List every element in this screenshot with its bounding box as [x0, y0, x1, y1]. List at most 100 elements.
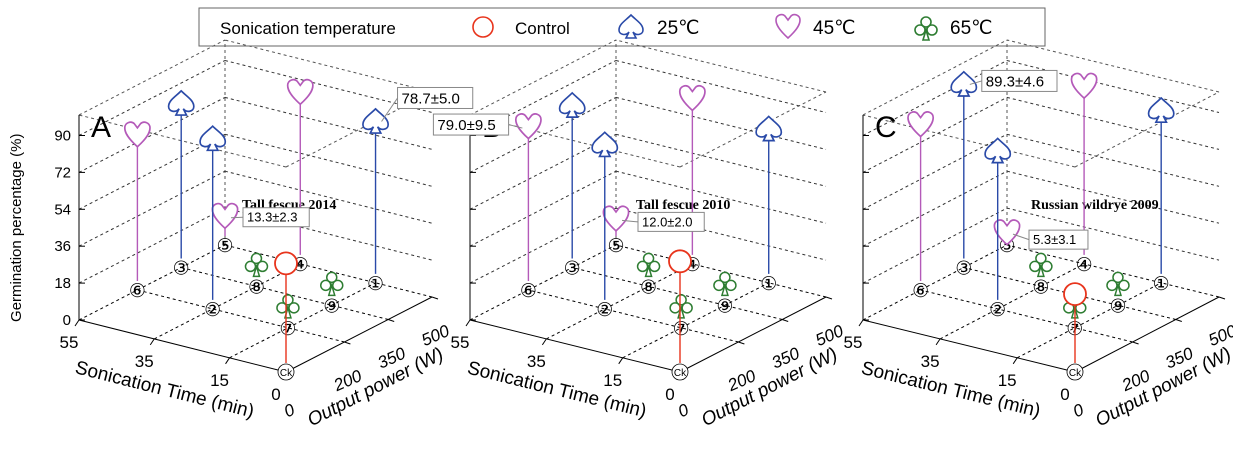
club-lobe [1112, 271, 1124, 284]
time-axis [862, 319, 1076, 373]
time-tick-label: 15 [603, 371, 622, 390]
point-id-label: ⑥ [129, 281, 146, 302]
legend-item-25c: 25℃ [618, 13, 699, 39]
z-gridline [1006, 96, 1220, 150]
club-stem [1113, 282, 1122, 297]
point-id-label: ④ [1076, 255, 1093, 276]
power-tick-label: 0 [675, 400, 692, 421]
z-gridline [78, 170, 226, 247]
club-stem [720, 282, 729, 297]
data-point [123, 121, 151, 148]
legend-label-control: Control [515, 19, 570, 38]
box-edge [224, 39, 433, 93]
point-id-circle [277, 363, 295, 381]
power-axis [679, 296, 827, 373]
data-point [636, 252, 661, 278]
data-point [199, 124, 227, 152]
z-gridline [862, 207, 1008, 284]
legend-item-65c: 65℃ [914, 16, 992, 41]
point-id-label: ① [760, 274, 777, 295]
z-gridline [615, 60, 827, 113]
point-id-label: ③ [955, 259, 972, 280]
annotation-box [1028, 229, 1089, 250]
z-tick-label: 54 [54, 201, 71, 218]
z-tick-label: 36 [54, 238, 71, 255]
club-lobe [276, 302, 288, 314]
point-id-label: Ck [280, 368, 293, 379]
point-id-circle [671, 363, 689, 381]
time-tick-label: 35 [527, 352, 546, 371]
time-tick-label: 55 [844, 333, 863, 352]
data-point [602, 205, 630, 233]
annotation-label: 12.0±2.0 [642, 214, 693, 229]
power-axis [285, 296, 433, 373]
time-tick [74, 319, 80, 327]
annotation-leader [969, 80, 982, 85]
z-tick-label: 72 [54, 164, 71, 181]
control-point [668, 249, 692, 274]
point-id-label: ③ [173, 259, 190, 280]
club-lobe [1029, 260, 1041, 273]
point-id-label: ⑦ [279, 319, 296, 340]
annotation-box [432, 113, 510, 136]
data-point [950, 70, 978, 97]
power-tick [738, 341, 745, 345]
point-id-label: ⑥ [520, 281, 537, 302]
club-lobe [288, 302, 300, 314]
data-point [713, 271, 737, 297]
box-edge [862, 114, 1076, 168]
annotation-box [242, 207, 310, 228]
time-tick [541, 338, 547, 346]
data-point [678, 85, 706, 112]
point-id-label: ⑧ [1032, 277, 1049, 298]
legend: Sonication temperature Control 25℃ 45℃ 6… [198, 7, 1046, 47]
club-lobe [1035, 252, 1047, 265]
club-lobe [636, 260, 649, 273]
z-gridline [615, 170, 827, 224]
power-tick [344, 341, 351, 345]
spade-icon [618, 13, 644, 39]
z-axis-title: Germination percentage (%) [8, 134, 25, 322]
panel-letter: C [875, 111, 897, 144]
point-id-label: ⑦ [673, 319, 690, 340]
point-id-label: Ck [674, 368, 687, 379]
annotation-box [397, 86, 474, 109]
club-lobe [244, 260, 257, 273]
floor-gridline [528, 289, 739, 343]
floor-edge [78, 244, 226, 321]
club-lobe [719, 271, 731, 284]
club-stem [644, 263, 653, 278]
club-stem [252, 263, 261, 278]
data-point [591, 131, 619, 158]
time-tick-label: 0 [1060, 385, 1069, 404]
power-tick-label: 0 [281, 400, 298, 421]
legend-item-45c: 45℃ [775, 13, 855, 40]
power-axis [1074, 296, 1220, 373]
legend-label-25c: 25℃ [657, 18, 699, 39]
time-tick-label: 0 [665, 385, 674, 404]
z-gridline [1006, 60, 1220, 113]
club-stem [327, 282, 336, 297]
data-point [244, 252, 269, 278]
time-tick [1012, 357, 1018, 365]
power-tick [1132, 341, 1139, 345]
time-tick [465, 319, 471, 327]
annotation-label: 78.7±5.0 [402, 90, 460, 107]
data-point [514, 113, 542, 140]
time-axis-title: Sonication Time (min) [73, 357, 256, 422]
z-gridline [862, 170, 1008, 247]
legend-label-65c: 65℃ [950, 18, 992, 39]
point-id-label: ③ [564, 259, 581, 280]
panel-title: Russian wildrye 2009 [1031, 198, 1159, 213]
point-id-label: ② [596, 300, 613, 321]
annotation-leader [508, 124, 523, 129]
annotation-box [981, 69, 1058, 92]
floor-gridline [920, 289, 1133, 343]
time-tick [149, 338, 155, 346]
data-point [276, 294, 300, 319]
data-point [558, 91, 586, 118]
annotation-label: 13.3±2.3 [247, 210, 298, 225]
club-icon [914, 16, 938, 41]
heart-icon [775, 13, 801, 40]
